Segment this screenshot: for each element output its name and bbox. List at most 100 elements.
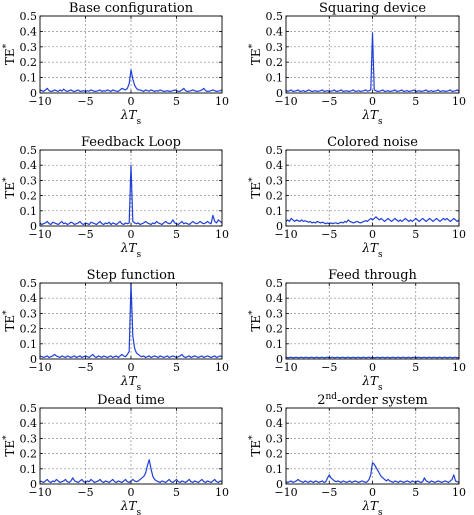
x-axis-label: λTs bbox=[120, 241, 142, 260]
subplot-title: Feedback Loop bbox=[81, 135, 181, 150]
x-tick-label: 10 bbox=[452, 95, 466, 108]
y-axis-label: TE* bbox=[248, 177, 263, 199]
y-tick-label: 0.3 bbox=[20, 41, 38, 54]
x-tick-label: 0 bbox=[369, 486, 376, 499]
x-tick-label: 0 bbox=[369, 95, 376, 108]
x-tick-label: 10 bbox=[452, 361, 466, 374]
x-tick-label: −10 bbox=[28, 361, 51, 374]
x-tick-label: −10 bbox=[274, 486, 297, 499]
y-tick-label: 0.3 bbox=[20, 307, 38, 320]
y-tick-label: 0.3 bbox=[266, 174, 284, 187]
x-tick-label: 0 bbox=[369, 361, 376, 374]
y-tick-label: 0.2 bbox=[266, 448, 284, 461]
y-tick-label: 0 bbox=[276, 220, 283, 233]
y-tick-label: 0 bbox=[30, 220, 37, 233]
y-tick-label: 0 bbox=[30, 87, 37, 100]
y-tick-label: 0.1 bbox=[20, 338, 38, 351]
x-tick-label: 5 bbox=[173, 361, 180, 374]
subplot-2: −10 −5 0 5 10 0 0.1 0.2 0.3 0.4 0.5 Squaring device… bbox=[248, 1, 466, 127]
y-tick-label: 0 bbox=[30, 353, 37, 366]
series-line bbox=[39, 164, 223, 226]
y-tick-label: 0.1 bbox=[266, 72, 284, 85]
y-tick-label: 0.4 bbox=[266, 159, 284, 172]
y-axis-label: TE* bbox=[2, 435, 17, 457]
x-tick-label: −5 bbox=[77, 228, 93, 241]
y-tick-label: 0.5 bbox=[20, 10, 38, 23]
y-axis-label: TE* bbox=[2, 177, 17, 199]
x-axis-label: λTs bbox=[361, 108, 383, 127]
y-tick-label: 0.2 bbox=[266, 56, 284, 69]
subplot-title: Step function bbox=[87, 268, 176, 283]
x-tick-label: 5 bbox=[412, 486, 419, 499]
x-tick-label: −10 bbox=[28, 486, 51, 499]
subplot-3: −10 −5 0 5 10 0 0.1 0.2 0.3 0.4 0.5 Feedback Loop TE… bbox=[2, 135, 229, 260]
x-tick-label: 5 bbox=[173, 95, 180, 108]
x-tick-label: 10 bbox=[215, 486, 229, 499]
x-tick-label: 0 bbox=[128, 95, 135, 108]
subplot-5: −10 −5 0 5 10 0 0.1 0.2 0.3 0.4 0.5 Step function TE… bbox=[2, 268, 229, 393]
y-tick-label: 0.5 bbox=[20, 144, 38, 157]
series-line bbox=[285, 462, 460, 484]
y-tick-label: 0.2 bbox=[20, 190, 38, 203]
x-tick-label: 10 bbox=[452, 486, 466, 499]
y-axis-label: TE* bbox=[2, 310, 17, 332]
x-tick-label: 0 bbox=[369, 228, 376, 241]
x-tick-label: −10 bbox=[274, 95, 297, 108]
y-tick-label: 0.5 bbox=[20, 277, 38, 290]
x-tick-label: 10 bbox=[215, 95, 229, 108]
y-tick-label: 0 bbox=[276, 87, 283, 100]
y-tick-label: 0.2 bbox=[266, 190, 284, 203]
x-tick-label: 5 bbox=[412, 361, 419, 374]
y-tick-label: 0.5 bbox=[266, 144, 284, 157]
y-tick-label: 0 bbox=[276, 353, 283, 366]
x-tick-label: 5 bbox=[412, 95, 419, 108]
x-tick-label: −10 bbox=[274, 228, 297, 241]
y-tick-label: 0.4 bbox=[20, 25, 38, 38]
y-tick-label: 0.1 bbox=[266, 463, 284, 476]
x-axis-label: λTs bbox=[361, 241, 383, 260]
y-tick-label: 0.4 bbox=[20, 159, 38, 172]
y-axis-label: TE* bbox=[248, 435, 263, 457]
x-tick-label: 10 bbox=[215, 228, 229, 241]
subplot-title: Base configuration bbox=[69, 1, 194, 16]
y-tick-label: 0.1 bbox=[20, 72, 38, 85]
x-axis-label: λTs bbox=[120, 108, 142, 127]
x-tick-label: −5 bbox=[77, 95, 93, 108]
y-tick-label: 0.3 bbox=[20, 432, 38, 445]
subplot-title: Dead time bbox=[97, 393, 165, 408]
y-tick-label: 0.1 bbox=[266, 338, 284, 351]
series-line bbox=[39, 459, 223, 484]
x-tick-label: −10 bbox=[28, 95, 51, 108]
x-axis-label: λTs bbox=[120, 374, 142, 393]
y-axis-label: TE* bbox=[248, 43, 263, 65]
x-tick-label: −10 bbox=[28, 228, 51, 241]
x-tick-label: −5 bbox=[321, 95, 337, 108]
x-tick-label: −5 bbox=[321, 486, 337, 499]
x-axis-label: λTs bbox=[361, 374, 383, 393]
y-tick-label: 0.2 bbox=[266, 323, 284, 336]
x-tick-label: 5 bbox=[173, 486, 180, 499]
y-axis-label: TE* bbox=[2, 43, 17, 65]
x-tick-label: 5 bbox=[412, 228, 419, 241]
x-axis-label: λTs bbox=[120, 499, 142, 515]
y-tick-label: 0.3 bbox=[266, 432, 284, 445]
subplot-title: 2nd-order system bbox=[317, 392, 428, 408]
y-tick-label: 0.1 bbox=[20, 205, 38, 218]
x-tick-label: −10 bbox=[274, 361, 297, 374]
y-tick-label: 0.4 bbox=[266, 417, 284, 430]
y-tick-label: 0.1 bbox=[266, 205, 284, 218]
y-tick-label: 0.5 bbox=[20, 402, 38, 415]
x-tick-label: 0 bbox=[128, 486, 135, 499]
y-tick-label: 0.3 bbox=[266, 307, 284, 320]
y-tick-label: 0.5 bbox=[266, 402, 284, 415]
subplot-7: −10 −5 0 5 10 0 0.1 0.2 0.3 0.4 0.5 Dead time TE* λTs bbox=[2, 393, 229, 515]
x-axis-label: λTs bbox=[361, 499, 383, 515]
y-tick-label: 0.4 bbox=[20, 292, 38, 305]
y-tick-label: 0.2 bbox=[20, 56, 38, 69]
y-tick-label: 0.4 bbox=[266, 25, 284, 38]
series-line bbox=[39, 69, 223, 93]
subplot-title: Colored noise bbox=[327, 135, 418, 150]
x-tick-label: 0 bbox=[128, 361, 135, 374]
y-axis-label: TE* bbox=[248, 310, 263, 332]
